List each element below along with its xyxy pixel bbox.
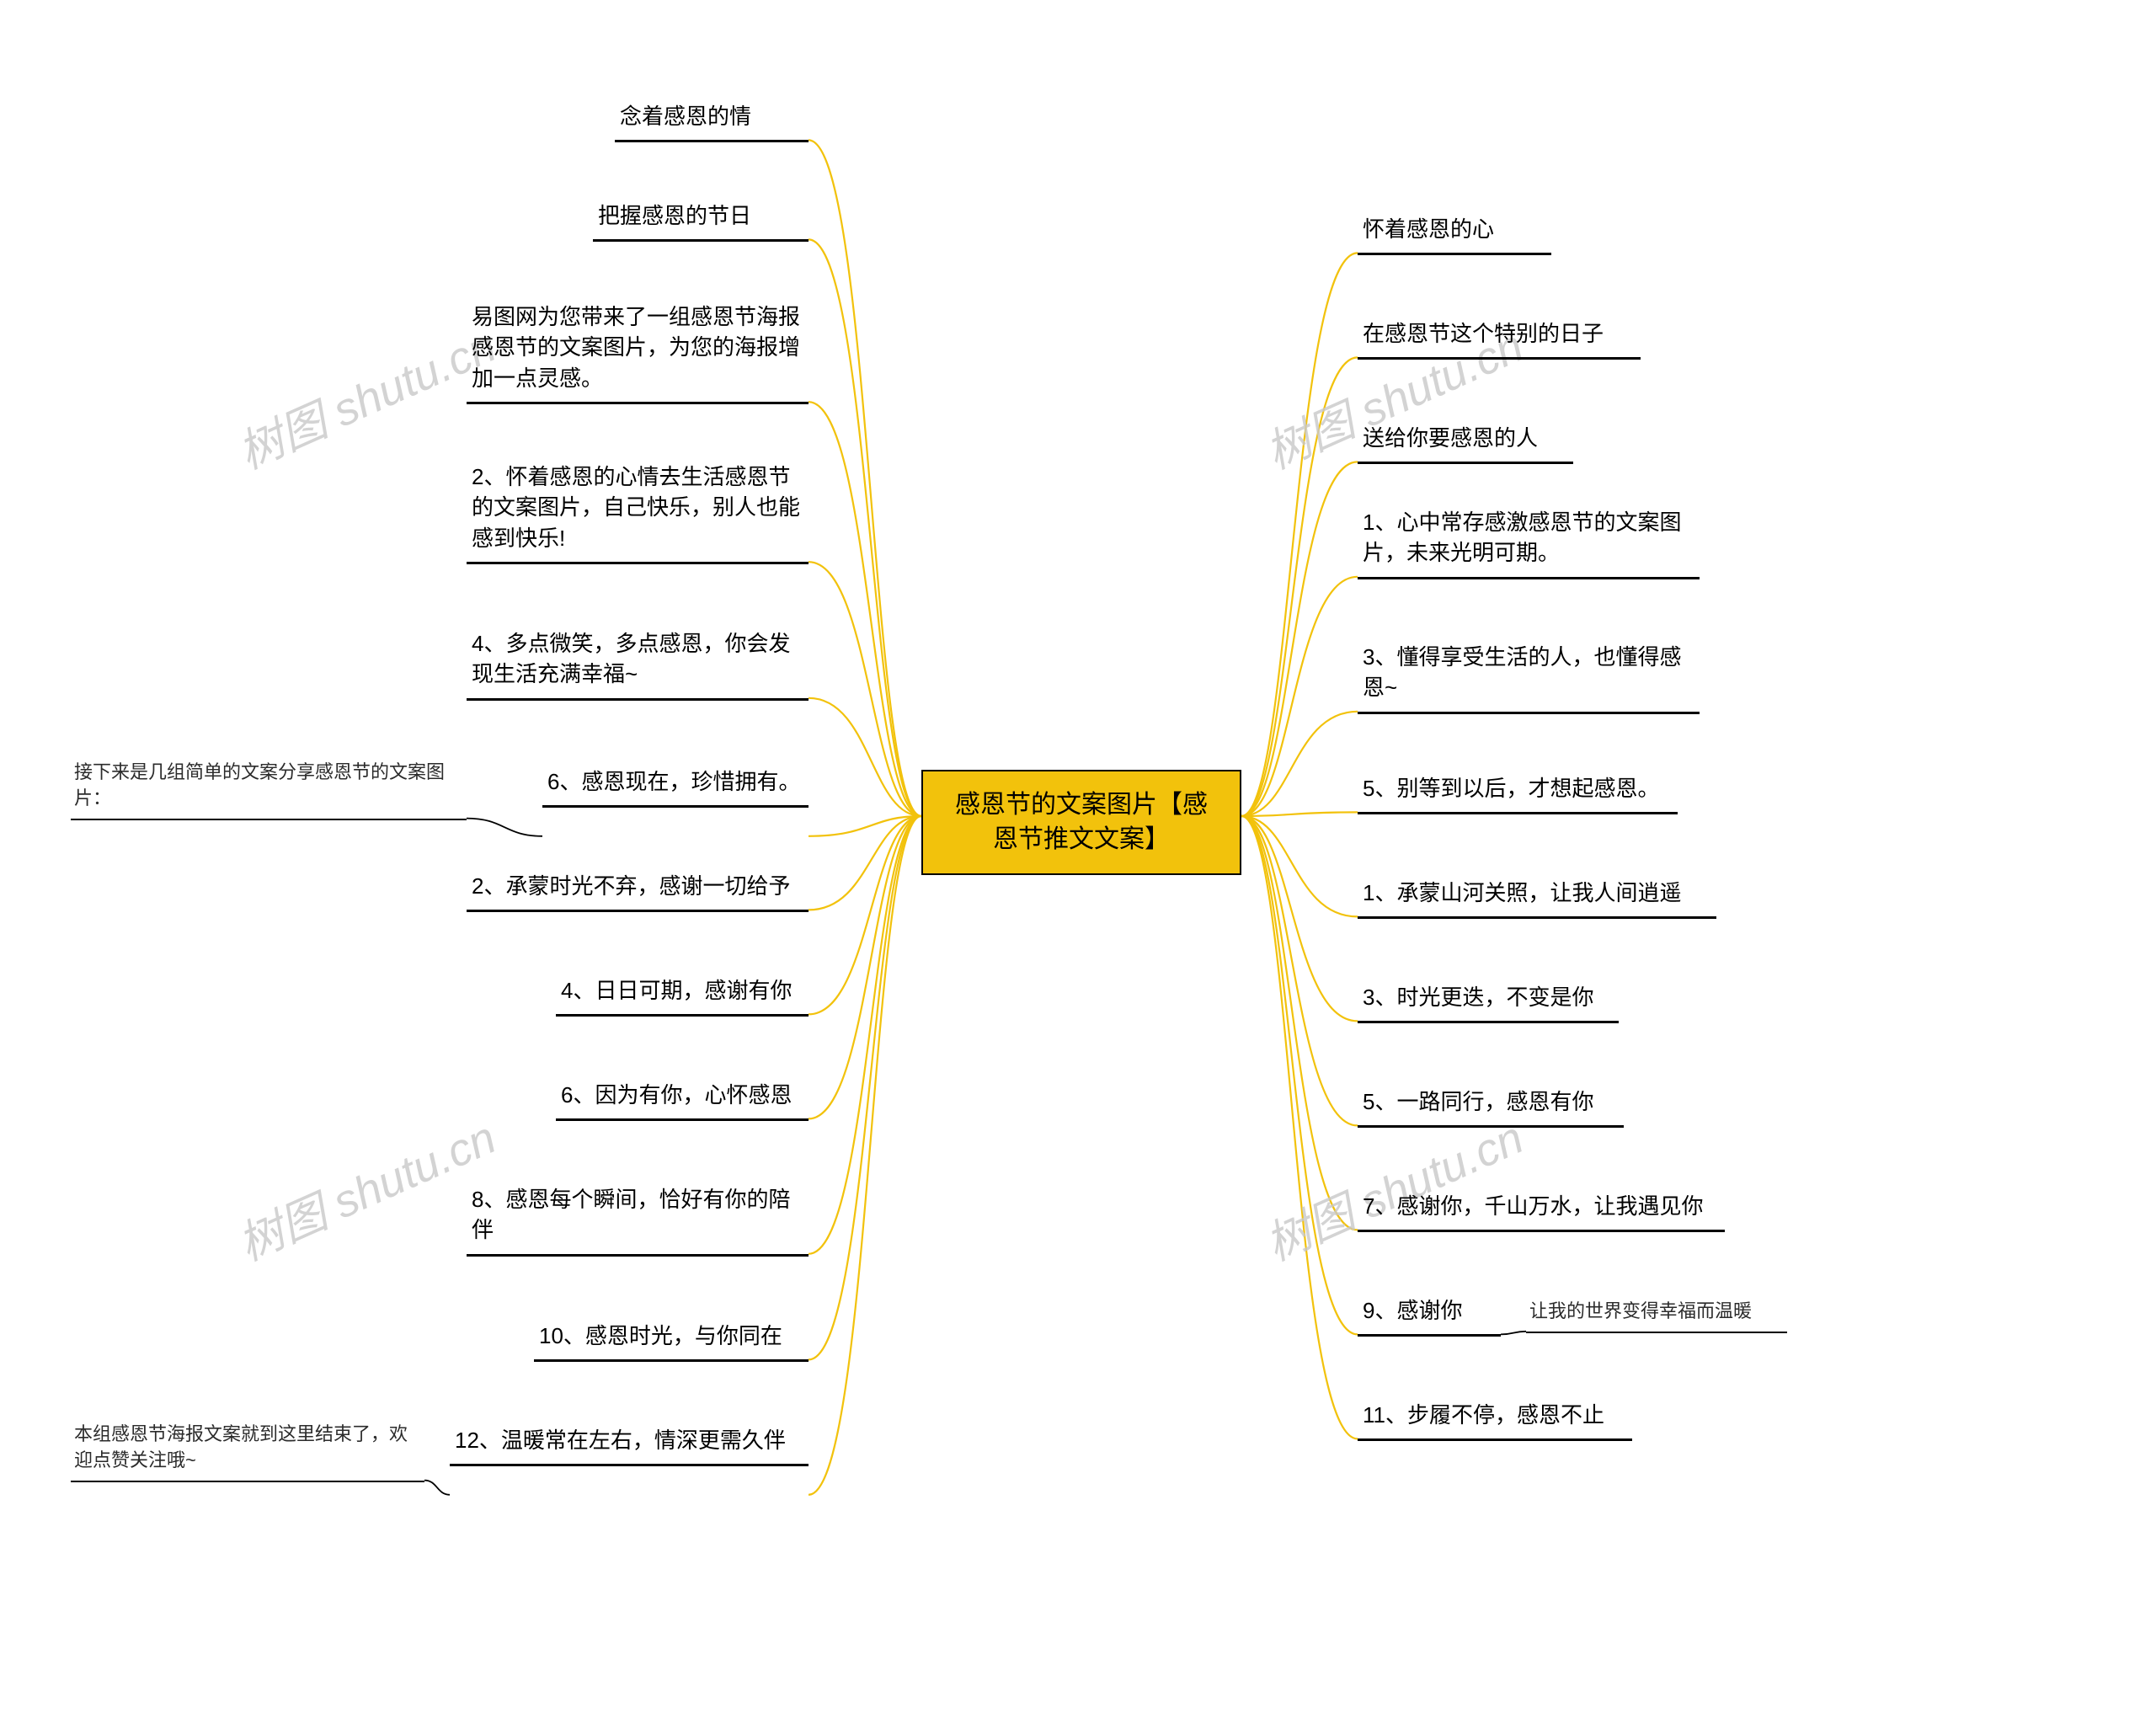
mindmap-canvas: 树图 shutu.cn树图 shutu.cn树图 shutu.cn树图 shut… <box>0 0 2156 1724</box>
branch-node[interactable]: 4、日日可期，感谢有你 <box>556 969 808 1017</box>
branch-node[interactable]: 在感恩节这个特别的日子 <box>1358 312 1641 360</box>
leaf-node[interactable]: 本组感恩节海报文案就到这里结束了，欢迎点赞关注哦~ <box>71 1417 424 1482</box>
branch-node[interactable]: 12、温暖常在左右，情深更需久伴 <box>450 1418 808 1466</box>
branch-node[interactable]: 3、懂得享受生活的人，也懂得感恩~ <box>1358 635 1700 714</box>
branch-node[interactable]: 5、一路同行，感恩有你 <box>1358 1080 1624 1128</box>
branch-node[interactable]: 6、感恩现在，珍惜拥有。 <box>542 760 808 808</box>
branch-node[interactable]: 9、感谢你 <box>1358 1289 1501 1337</box>
branch-node[interactable]: 11、步履不停，感恩不止 <box>1358 1393 1632 1441</box>
branch-node[interactable]: 2、承蒙时光不弃，感谢一切给予 <box>467 864 808 912</box>
branch-node[interactable]: 把握感恩的节日 <box>593 194 808 242</box>
branch-node[interactable]: 1、承蒙山河关照，让我人间逍遥 <box>1358 871 1716 919</box>
branch-node[interactable]: 8、感恩每个瞬间，恰好有你的陪伴 <box>467 1177 808 1257</box>
branch-node[interactable]: 10、感恩时光，与你同在 <box>534 1314 808 1362</box>
branch-node[interactable]: 5、别等到以后，才想起感恩。 <box>1358 766 1678 814</box>
watermark: 树图 shutu.cn <box>226 1101 504 1273</box>
branch-node[interactable]: 送给你要感恩的人 <box>1358 416 1573 464</box>
branch-node[interactable]: 1、心中常存感激感恩节的文案图片，未来光明可期。 <box>1358 500 1700 579</box>
center-node[interactable]: 感恩节的文案图片【感恩节推文文案】 <box>921 770 1241 875</box>
watermark: 树图 shutu.cn <box>226 309 504 482</box>
branch-node[interactable]: 念着感恩的情 <box>615 94 808 142</box>
leaf-node[interactable]: 让我的世界变得幸福而温暖 <box>1526 1294 1787 1333</box>
branch-node[interactable]: 怀着感恩的心 <box>1358 207 1551 255</box>
branch-node[interactable]: 易图网为您带来了一组感恩节海报感恩节的文案图片，为您的海报增加一点灵感。 <box>467 295 808 404</box>
branch-node[interactable]: 2、怀着感恩的心情去生活感恩节的文案图片，自己快乐，别人也能感到快乐! <box>467 455 808 564</box>
branch-node[interactable]: 4、多点微笑，多点感恩，你会发现生活充满幸福~ <box>467 622 808 701</box>
branch-node[interactable]: 6、因为有你，心怀感恩 <box>556 1073 808 1121</box>
leaf-node[interactable]: 接下来是几组简单的文案分享感恩节的文案图片： <box>71 755 467 820</box>
branch-node[interactable]: 3、时光更迭，不变是你 <box>1358 975 1619 1023</box>
branch-node[interactable]: 7、感谢你，千山万水，让我遇见你 <box>1358 1184 1725 1232</box>
